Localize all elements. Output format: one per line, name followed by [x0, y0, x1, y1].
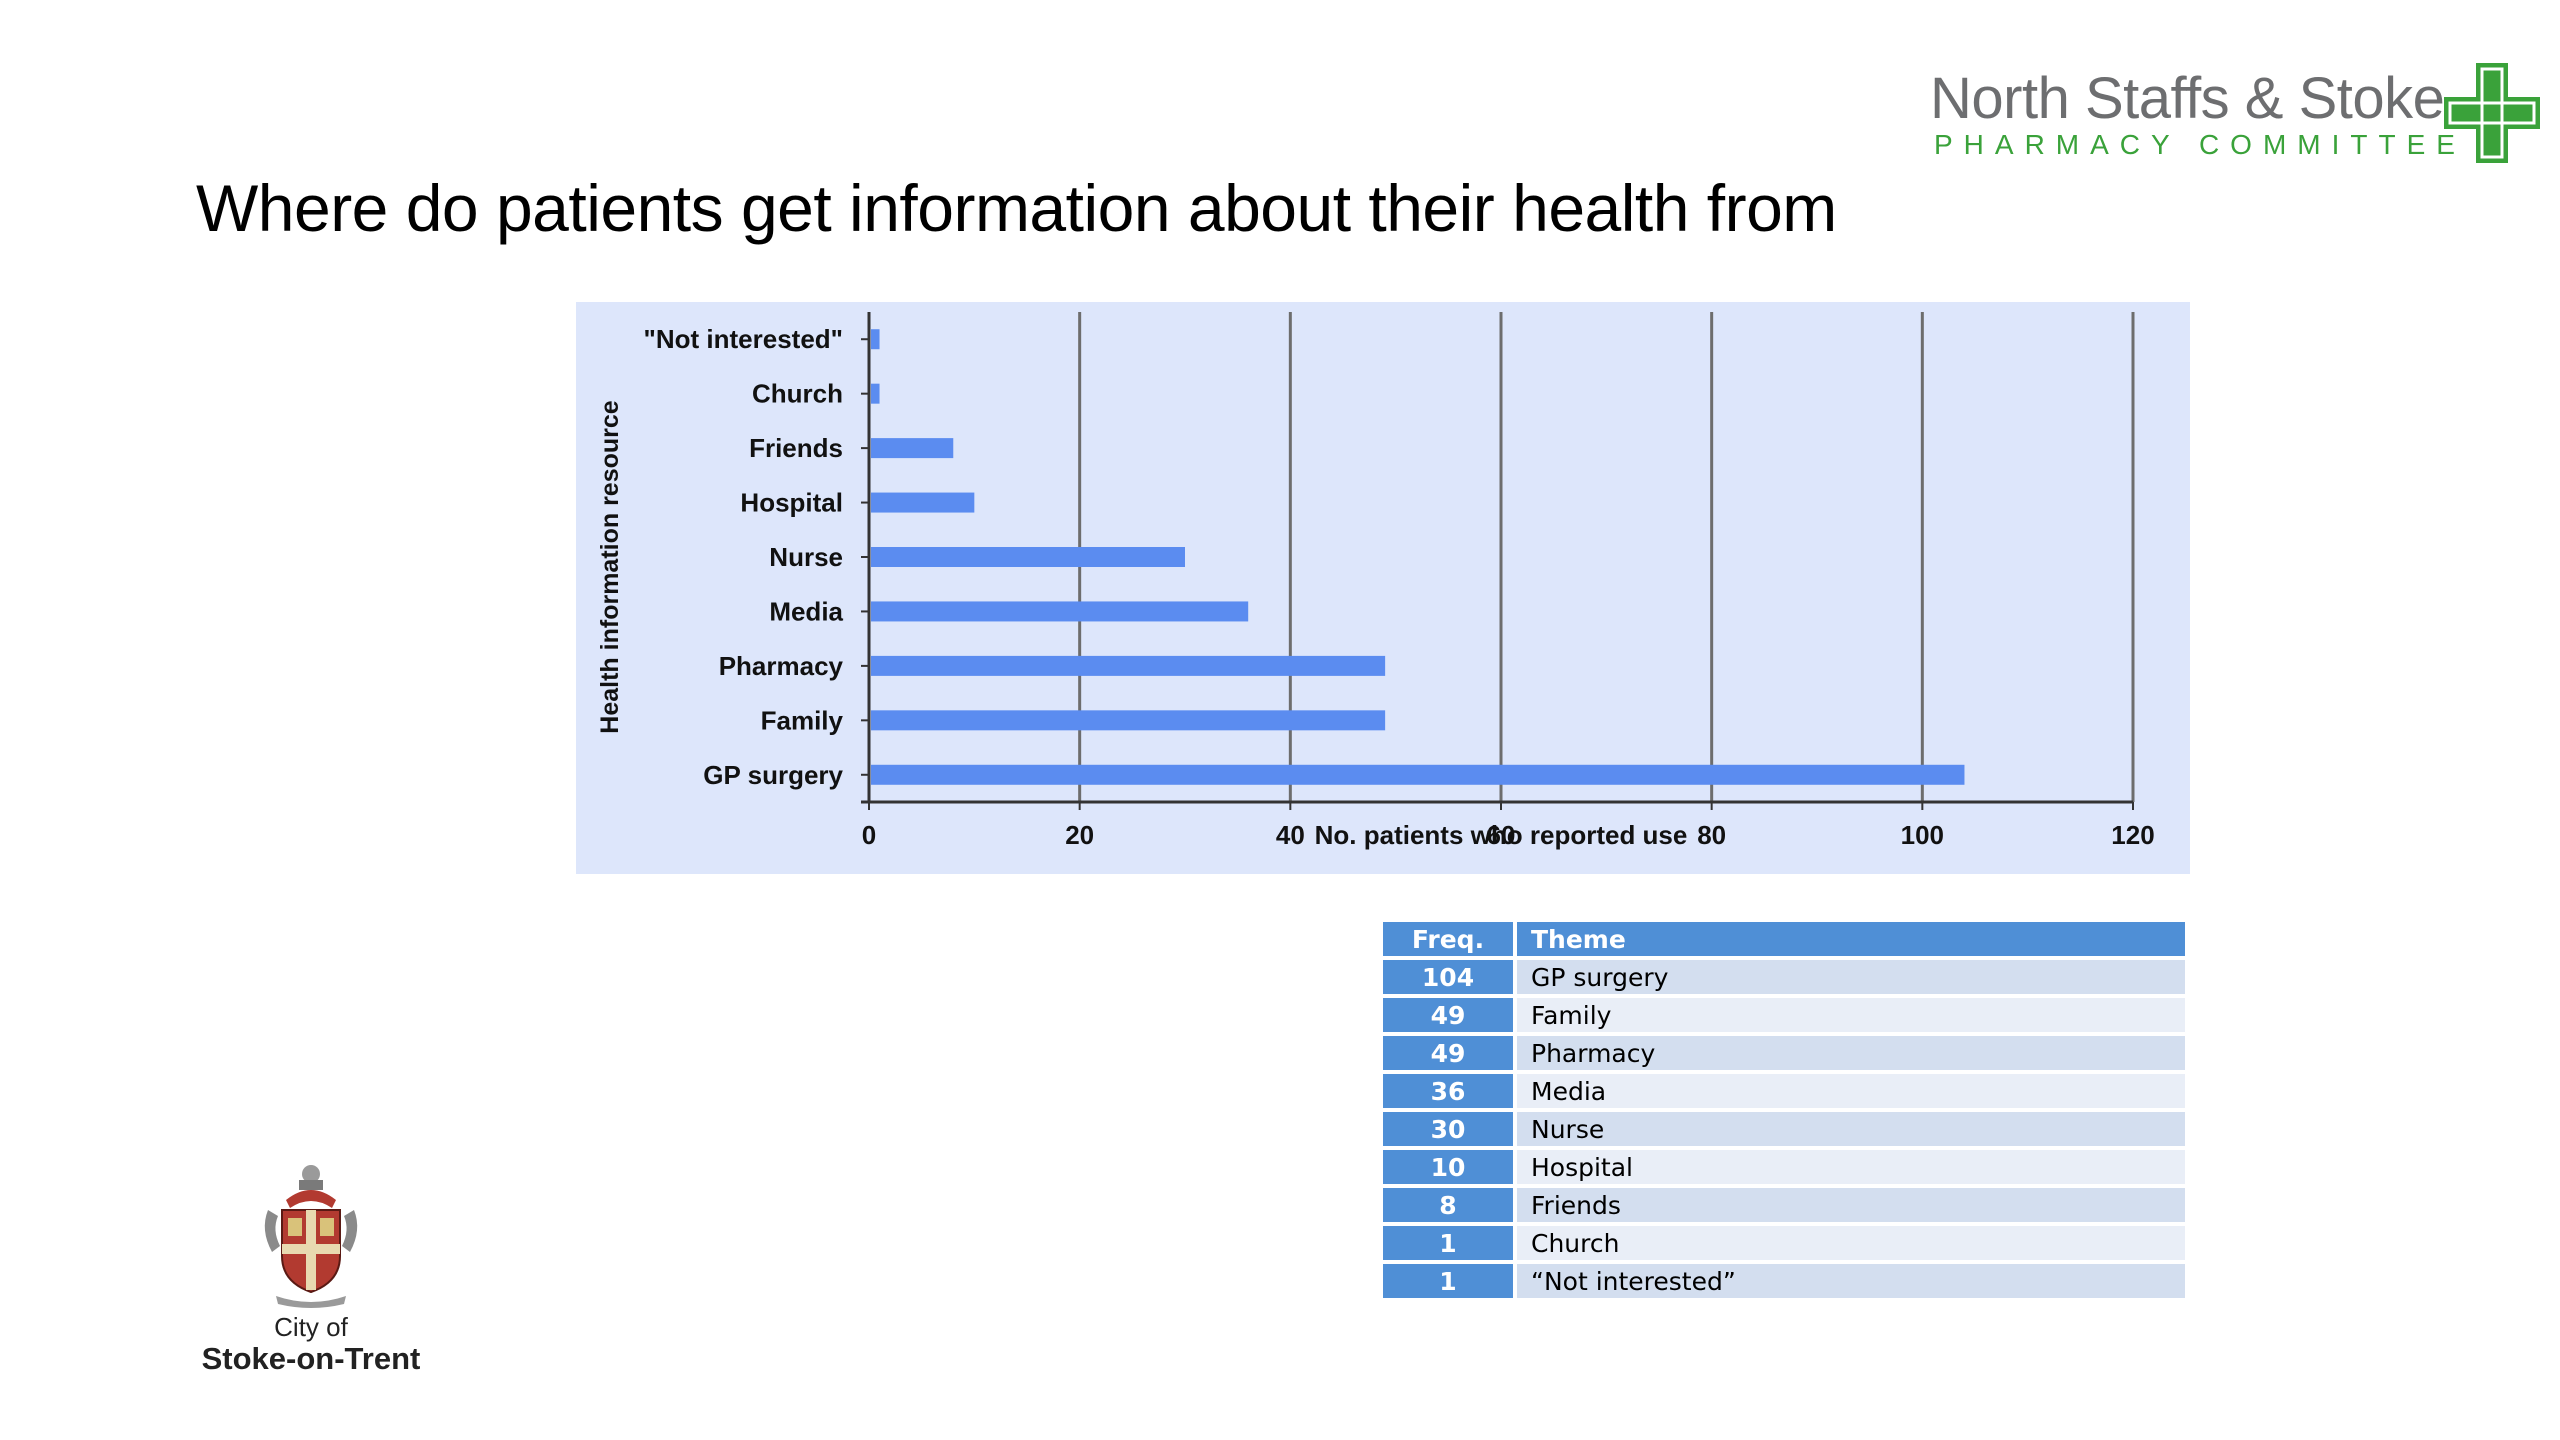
table-row: 1 Church: [1383, 1226, 2185, 1260]
logo-name: North Staffs & Stoke: [1930, 66, 2445, 131]
theme-cell: Nurse: [1517, 1112, 2185, 1146]
pharmacy-cross-icon: [2444, 63, 2540, 163]
theme-cell: Friends: [1517, 1188, 2185, 1222]
bar: [871, 329, 880, 350]
table-row: 49 Family: [1383, 998, 2185, 1032]
bar: [871, 438, 954, 459]
freq-cell: 8: [1383, 1188, 1517, 1222]
npc-logo: North Staffs & Stoke PHARMACY COMMITTEE: [1920, 55, 2540, 175]
frequency-table: Freq. Theme 104 GP surgery 49 Family 49 Pha…: [1383, 918, 2185, 1302]
crest-city-name: Stoke-on-Trent: [201, 1341, 421, 1376]
theme-cell: “Not interested”: [1517, 1264, 2185, 1298]
freq-cell: 36: [1383, 1074, 1517, 1108]
bar: [871, 492, 975, 513]
theme-cell: Family: [1517, 998, 2185, 1032]
x-tick-label: 80: [1697, 820, 1726, 850]
freq-cell: 30: [1383, 1112, 1517, 1146]
bar: [871, 710, 1386, 731]
x-tick-label: 20: [1065, 820, 1094, 850]
x-tick-label: 60: [1487, 820, 1516, 850]
bar: [871, 655, 1386, 676]
category-label: GP surgery: [703, 760, 843, 790]
category-label: Media: [769, 596, 843, 626]
x-tick-label: 40: [1276, 820, 1305, 850]
bar-chart: GP surgery Family Pharmacy Media Nurse Hospit…: [576, 302, 2190, 874]
table-row: 49 Pharmacy: [1383, 1036, 2185, 1070]
category-label: Pharmacy: [719, 651, 844, 681]
freq-cell: 49: [1383, 1036, 1517, 1070]
column-header-freq: Freq.: [1383, 922, 1517, 956]
freq-cell: 104: [1383, 960, 1517, 994]
category-label: Family: [761, 705, 844, 735]
bar: [871, 383, 880, 404]
theme-cell: Pharmacy: [1517, 1036, 2185, 1070]
bar-chart-svg: GP surgery Family Pharmacy Media Nurse Hospit…: [596, 312, 2155, 850]
x-tick-label: 100: [1901, 820, 1944, 850]
x-tick-label: 120: [2111, 820, 2154, 850]
crest-city-of: City of: [274, 1312, 348, 1342]
theme-cell: Media: [1517, 1074, 2185, 1108]
category-label: "Not interested": [644, 324, 843, 354]
x-tick-label: 0: [862, 820, 876, 850]
theme-cell: Hospital: [1517, 1150, 2185, 1184]
table-row: 1 “Not interested”: [1383, 1264, 2185, 1298]
slide-title: Where do patients get information about …: [196, 171, 1837, 245]
bar: [871, 601, 1249, 622]
category-label: Friends: [749, 433, 843, 463]
category-label: Church: [752, 379, 843, 409]
freq-cell: 1: [1383, 1264, 1517, 1298]
table-row: 10 Hospital: [1383, 1150, 2185, 1184]
table-row: 104 GP surgery: [1383, 960, 2185, 994]
table-row: 8 Friends: [1383, 1188, 2185, 1222]
table-row: 36 Media: [1383, 1074, 2185, 1108]
y-axis-title: Health information resource: [596, 400, 624, 733]
coat-of-arms-icon: [264, 1165, 358, 1308]
bar: [871, 764, 1965, 785]
x-axis-title: No. patients who reported use: [1315, 820, 1688, 850]
freq-cell: 10: [1383, 1150, 1517, 1184]
category-label: Nurse: [769, 542, 843, 572]
column-header-theme: Theme: [1517, 922, 2185, 956]
theme-cell: GP surgery: [1517, 960, 2185, 994]
category-label: Hospital: [740, 488, 843, 518]
theme-cell: Church: [1517, 1226, 2185, 1260]
table-row: 30 Nurse: [1383, 1112, 2185, 1146]
city-crest: City of Stoke-on-Trent: [176, 1160, 446, 1390]
freq-cell: 1: [1383, 1226, 1517, 1260]
freq-cell: 49: [1383, 998, 1517, 1032]
table-header-row: Freq. Theme: [1383, 922, 2185, 956]
logo-subtitle: PHARMACY COMMITTEE: [1934, 129, 2466, 160]
bar: [871, 547, 1185, 567]
